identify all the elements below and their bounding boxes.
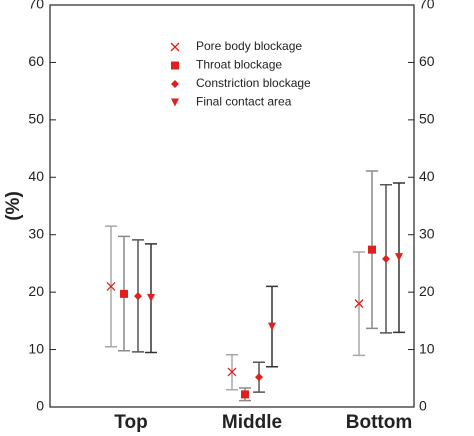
marker <box>395 253 403 262</box>
y2-tick-label: 50 <box>419 111 435 127</box>
marker <box>255 373 263 382</box>
y2-tick-label: 30 <box>419 225 435 241</box>
marker <box>241 390 249 399</box>
marker <box>268 322 276 331</box>
y-tick-label: 0 <box>36 398 44 414</box>
x-tick-label: Middle <box>222 412 282 433</box>
marker <box>120 289 128 298</box>
y2-tick-label: 60 <box>419 53 435 69</box>
y-tick-label: 60 <box>28 53 44 69</box>
marker <box>227 367 237 377</box>
y-tick-label: 40 <box>28 168 44 184</box>
legend-marker <box>170 42 180 52</box>
y-tick-label: 70 <box>28 0 44 12</box>
legend-marker <box>171 98 179 107</box>
marker <box>368 245 376 254</box>
y-tick-label: 10 <box>28 340 44 356</box>
x-tick-label: Top <box>114 412 147 433</box>
x-tick-label: Bottom <box>346 412 412 433</box>
plot-frame <box>49 4 415 408</box>
legend-marker <box>171 61 179 70</box>
y-tick-label: 20 <box>28 283 44 299</box>
marker <box>147 293 155 302</box>
legend-label: Throat blockage <box>196 58 282 72</box>
y2-tick-label: 40 <box>419 168 435 184</box>
y2-tick-label: 0 <box>419 398 427 414</box>
marker <box>106 281 116 291</box>
y-tick-label: 30 <box>28 225 44 241</box>
legend-label: Pore body blockage <box>196 39 302 53</box>
y2-tick-label: 10 <box>419 340 435 356</box>
marker <box>354 299 364 309</box>
y-tick-label: 50 <box>28 111 44 127</box>
marker <box>382 254 390 263</box>
legend-label: Final contact area <box>196 95 292 109</box>
legend-label: Constriction blockage <box>196 76 311 90</box>
y2-tick-label: 20 <box>419 283 435 299</box>
y-axis-label: (%) <box>3 191 24 221</box>
y2-tick-label: 70 <box>419 0 435 12</box>
marker <box>134 292 142 301</box>
legend-marker <box>171 80 179 88</box>
